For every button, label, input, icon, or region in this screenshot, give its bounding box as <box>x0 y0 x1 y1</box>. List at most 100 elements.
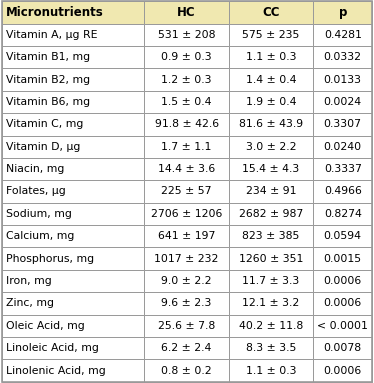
Text: 225 ± 57: 225 ± 57 <box>161 187 212 196</box>
Bar <box>144 337 229 360</box>
Text: 2706 ± 1206: 2706 ± 1206 <box>151 209 222 219</box>
Text: 641 ± 197: 641 ± 197 <box>158 231 215 241</box>
Bar <box>313 46 372 68</box>
Text: Niacin, mg: Niacin, mg <box>6 164 64 174</box>
Text: Vitamin D, μg: Vitamin D, μg <box>6 142 80 152</box>
Bar <box>2 292 144 315</box>
Text: 531 ± 208: 531 ± 208 <box>158 30 215 40</box>
Text: 91.8 ± 42.6: 91.8 ± 42.6 <box>154 119 219 129</box>
Bar <box>144 247 229 270</box>
Text: 1.1 ± 0.3: 1.1 ± 0.3 <box>246 52 296 62</box>
Text: 823 ± 385: 823 ± 385 <box>242 231 300 241</box>
Bar <box>229 68 313 91</box>
Text: 3.0 ± 2.2: 3.0 ± 2.2 <box>246 142 296 152</box>
Bar <box>2 180 144 203</box>
Bar <box>144 91 229 113</box>
Bar <box>144 225 229 247</box>
Bar <box>313 270 372 292</box>
Bar <box>313 180 372 203</box>
Bar <box>2 360 144 382</box>
Bar <box>144 113 229 136</box>
Bar <box>144 360 229 382</box>
Text: Vitamin A, μg RE: Vitamin A, μg RE <box>6 30 97 40</box>
Bar <box>229 203 313 225</box>
Text: 15.4 ± 4.3: 15.4 ± 4.3 <box>242 164 300 174</box>
Bar <box>313 360 372 382</box>
Bar <box>313 136 372 158</box>
Text: 11.7 ± 3.3: 11.7 ± 3.3 <box>242 276 300 286</box>
Bar <box>313 23 372 46</box>
Bar <box>313 1 372 23</box>
Bar <box>313 91 372 113</box>
Text: 1.9 ± 0.4: 1.9 ± 0.4 <box>246 97 296 107</box>
Text: 0.3337: 0.3337 <box>324 164 362 174</box>
Text: Oleic Acid, mg: Oleic Acid, mg <box>6 321 85 331</box>
Text: 1.4 ± 0.4: 1.4 ± 0.4 <box>246 75 296 85</box>
Bar <box>2 113 144 136</box>
Bar <box>144 203 229 225</box>
Text: 1017 ± 232: 1017 ± 232 <box>154 254 219 264</box>
Bar <box>313 247 372 270</box>
Bar <box>229 292 313 315</box>
Text: Folates, μg: Folates, μg <box>6 187 65 196</box>
Bar <box>2 247 144 270</box>
Bar <box>313 113 372 136</box>
Text: Calcium, mg: Calcium, mg <box>6 231 74 241</box>
Text: p: p <box>338 6 347 19</box>
Text: 2682 ± 987: 2682 ± 987 <box>239 209 303 219</box>
Bar <box>144 46 229 68</box>
Bar <box>144 315 229 337</box>
Text: 9.0 ± 2.2: 9.0 ± 2.2 <box>161 276 212 286</box>
Text: 0.0078: 0.0078 <box>324 343 362 353</box>
Bar <box>229 46 313 68</box>
Text: HC: HC <box>177 6 196 19</box>
Bar <box>2 203 144 225</box>
Bar <box>229 225 313 247</box>
Bar <box>2 46 144 68</box>
Bar <box>229 180 313 203</box>
Text: Vitamin B2, mg: Vitamin B2, mg <box>6 75 90 85</box>
Text: 0.0015: 0.0015 <box>324 254 362 264</box>
Text: 6.2 ± 2.4: 6.2 ± 2.4 <box>162 343 212 353</box>
Text: CC: CC <box>262 6 280 19</box>
Text: 1.2 ± 0.3: 1.2 ± 0.3 <box>161 75 212 85</box>
Text: 0.3307: 0.3307 <box>324 119 362 129</box>
Bar <box>229 247 313 270</box>
Bar <box>313 337 372 360</box>
Text: 0.0594: 0.0594 <box>324 231 362 241</box>
Text: 234 ± 91: 234 ± 91 <box>246 187 296 196</box>
Text: 0.0024: 0.0024 <box>324 97 362 107</box>
Bar <box>2 68 144 91</box>
Bar <box>144 292 229 315</box>
Bar <box>144 158 229 180</box>
Bar <box>2 337 144 360</box>
Bar <box>144 68 229 91</box>
Text: 0.0006: 0.0006 <box>324 366 362 376</box>
Bar <box>313 315 372 337</box>
Text: Linoleic Acid, mg: Linoleic Acid, mg <box>6 343 98 353</box>
Text: Micronutrients: Micronutrients <box>6 6 103 19</box>
Text: 575 ± 235: 575 ± 235 <box>242 30 300 40</box>
Bar <box>229 1 313 23</box>
Text: 0.0133: 0.0133 <box>324 75 362 85</box>
Bar <box>144 270 229 292</box>
Text: 0.0006: 0.0006 <box>324 298 362 308</box>
Text: 1.5 ± 0.4: 1.5 ± 0.4 <box>161 97 212 107</box>
Text: Vitamin B1, mg: Vitamin B1, mg <box>6 52 90 62</box>
Bar <box>229 91 313 113</box>
Bar <box>313 158 372 180</box>
Bar <box>144 180 229 203</box>
Bar <box>144 23 229 46</box>
Bar <box>2 158 144 180</box>
Bar <box>229 270 313 292</box>
Text: 0.0332: 0.0332 <box>324 52 362 62</box>
Bar <box>2 270 144 292</box>
Bar <box>2 136 144 158</box>
Bar <box>313 203 372 225</box>
Text: < 0.0001: < 0.0001 <box>317 321 368 331</box>
Text: 14.4 ± 3.6: 14.4 ± 3.6 <box>158 164 215 174</box>
Bar <box>144 1 229 23</box>
Text: 40.2 ± 11.8: 40.2 ± 11.8 <box>239 321 303 331</box>
Text: 0.4281: 0.4281 <box>324 30 362 40</box>
Bar <box>229 113 313 136</box>
